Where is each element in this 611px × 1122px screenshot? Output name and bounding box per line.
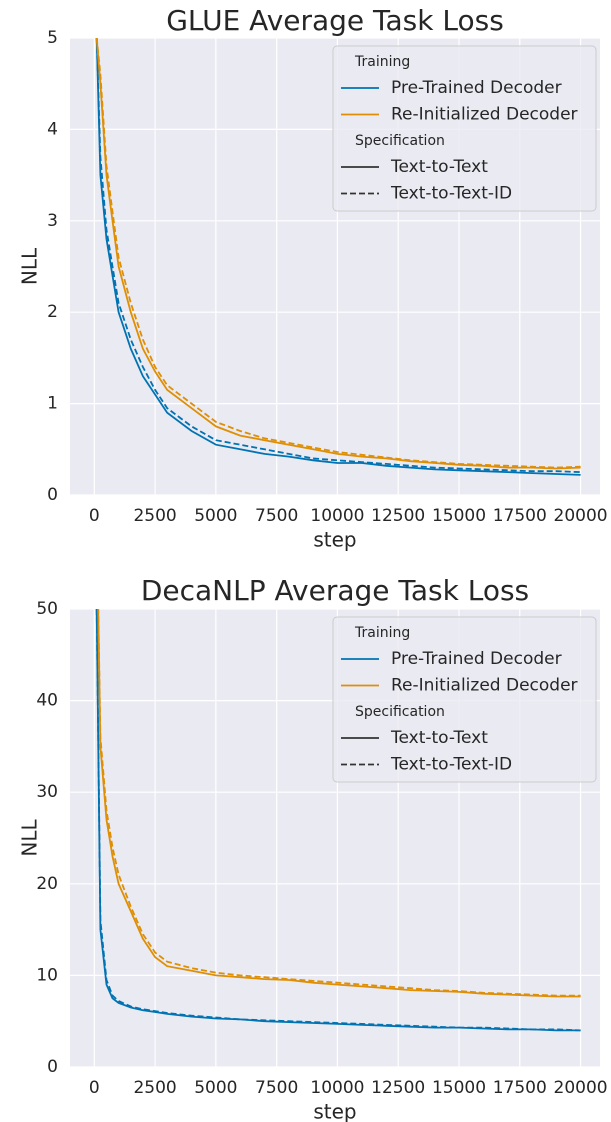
legend-label: Text-to-Text-ID	[390, 184, 512, 204]
x-tick-label: 12500	[371, 1078, 425, 1098]
legend: Training Pre-Trained Decoder Re-Initialize…	[332, 616, 597, 783]
x-tick-label: 0	[89, 506, 100, 526]
legend-label: Re-Initialized Decoder	[391, 105, 578, 125]
legend-group-title: Training	[354, 625, 410, 641]
legend-label: Pre-Trained Decoder	[391, 649, 562, 669]
legend-group-title: Specification	[355, 133, 445, 149]
legend-group-title: Training	[354, 54, 410, 70]
x-tick-label: 7500	[255, 1078, 298, 1098]
y-tick-label: 2	[47, 302, 58, 322]
chart: GLUE Average Task Loss 0 2500 5000 7500 10000…	[18, 4, 608, 552]
y-tick-label: 10	[36, 965, 58, 985]
legend-label: Re-Initialized Decoder	[391, 676, 578, 696]
x-tick-label: 10000	[310, 1078, 364, 1098]
x-tick-label: 0	[89, 1078, 100, 1098]
y-tick-label: 50	[36, 599, 58, 619]
x-tick-label: 2500	[133, 506, 176, 526]
y-tick-label: 0	[47, 485, 58, 505]
legend: Training Pre-Trained Decoder Re-Initialize…	[332, 45, 597, 212]
x-tick-label: 2500	[133, 1078, 176, 1098]
y-tick-label: 3	[47, 211, 58, 231]
y-tick-label: 1	[47, 394, 58, 414]
chart: DecaNLP Average Task Loss 0 2500 5000 7500 10…	[18, 574, 608, 1122]
legend-label: Text-to-Text	[390, 157, 488, 177]
x-tick-label: 15000	[432, 506, 486, 526]
y-tick-label: 5	[47, 28, 58, 48]
x-tick-label: 10000	[310, 506, 364, 526]
y-tick-label: 4	[47, 119, 58, 139]
legend-label: Text-to-Text	[390, 728, 488, 748]
x-tick-label: 15000	[432, 1078, 486, 1098]
x-axis-label: step	[313, 1100, 356, 1122]
series-line	[95, 38, 581, 469]
series-line	[95, 38, 581, 476]
chart-title: GLUE Average Task Loss	[166, 4, 504, 37]
legend-label: Text-to-Text-ID	[390, 755, 512, 775]
lines	[95, 38, 581, 476]
y-tick-label: 40	[36, 691, 58, 711]
y-tick-label: 20	[36, 874, 58, 894]
y-axis-label: NLL	[18, 819, 42, 857]
series-line	[95, 38, 581, 470]
lines	[95, 609, 581, 1032]
x-tick-label: 20000	[554, 1078, 608, 1098]
x-tick-label: 7500	[255, 506, 298, 526]
x-tick-label: 5000	[194, 506, 237, 526]
x-tick-label: 17500	[493, 506, 547, 526]
chart-title: DecaNLP Average Task Loss	[141, 574, 529, 607]
x-tick-label: 17500	[493, 1078, 547, 1098]
x-tick-label: 12500	[371, 506, 425, 526]
y-tick-label: 0	[47, 1057, 58, 1077]
series-line	[95, 38, 581, 473]
legend-box	[332, 616, 597, 783]
legend-box	[332, 45, 597, 212]
x-tick-label: 20000	[554, 506, 608, 526]
legend-label: Pre-Trained Decoder	[391, 78, 562, 98]
series-line	[95, 609, 581, 1032]
x-axis-label: step	[313, 528, 356, 552]
legend-group-title: Specification	[355, 704, 445, 720]
y-tick-label: 30	[36, 782, 58, 802]
x-tick-label: 5000	[194, 1078, 237, 1098]
series-line	[97, 609, 581, 997]
y-axis-label: NLL	[18, 247, 42, 285]
